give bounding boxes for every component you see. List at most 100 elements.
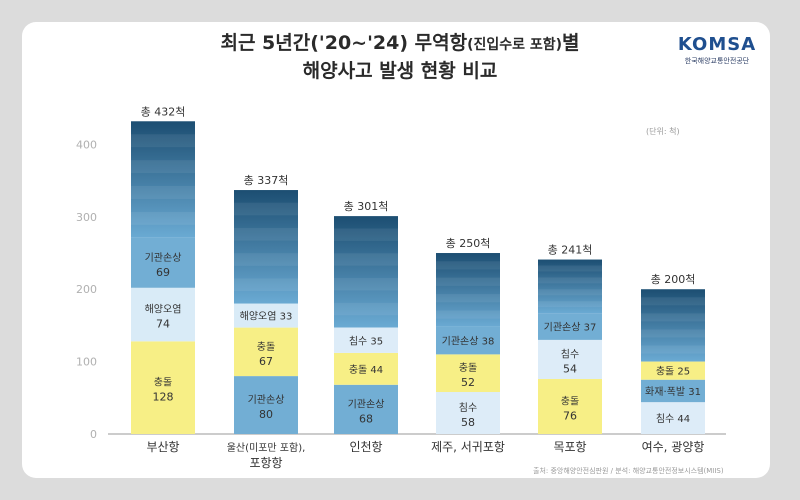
bar-stripe: [538, 265, 602, 272]
category-label: 목포항: [553, 440, 586, 454]
bar-group: 기관손상 68 충돌 44 침수 35 총 301척: [334, 200, 398, 434]
bar-segment-collision: [641, 361, 705, 380]
bar-stripe: [538, 301, 602, 308]
bar-segment-engine: [538, 313, 602, 340]
segment-label: 침수: [459, 402, 477, 414]
segment-label: 충돌: [561, 395, 579, 407]
bar-stripe: [641, 345, 705, 354]
segment-label: 기관손상: [348, 398, 385, 410]
segment-label: 충돌 44: [349, 364, 383, 376]
segment-label: 기관손상: [248, 394, 285, 406]
bar-segment-other: [538, 259, 602, 314]
bar-segment-other: [641, 289, 705, 362]
segment-value: 68: [359, 412, 373, 425]
bar-stripe: [234, 253, 298, 266]
bar-total-label: 총 200척: [651, 273, 696, 286]
segment-label: 충돌: [257, 341, 275, 353]
segment-value: 52: [461, 376, 475, 389]
bar-segment-collision: [131, 341, 195, 434]
logo-mark: KOMSA: [677, 34, 757, 55]
bar-stripe: [334, 302, 398, 316]
bar-segment-other: [234, 190, 298, 304]
bar-segment-collision: [334, 352, 398, 385]
segment-value: 80: [259, 408, 273, 421]
bar-segment-other: [334, 216, 398, 328]
source-note: 출처: 중앙해양안전심판원 / 분석: 해양교통안전정보시스템(MIIS): [533, 467, 724, 475]
bar-segment-collision: [234, 327, 298, 377]
bar-segment-pollution: [234, 303, 298, 328]
category-label: 인천항: [349, 439, 382, 454]
bar-stripe: [436, 310, 500, 319]
category-label: 부산항: [146, 440, 179, 454]
bar-total-label: 총 432척: [141, 105, 186, 118]
segment-value: 128: [153, 391, 174, 404]
segment-label: 침수: [561, 348, 579, 360]
bar-stripe: [538, 277, 602, 284]
bar-segment-flooding: [538, 339, 602, 379]
bar-stripe: [131, 186, 195, 199]
bar-segment-engine: [131, 237, 195, 288]
bar-segment-collision: [436, 354, 500, 393]
segment-label: 충돌: [459, 362, 477, 374]
segment-label: 기관손상 38: [442, 336, 495, 348]
segment-value: 58: [461, 416, 475, 429]
bar-segment-fire: [641, 379, 705, 403]
bar-total-label: 총 301척: [344, 200, 389, 213]
bar-segment-engine: [436, 326, 500, 355]
segment-value: 74: [156, 318, 170, 331]
bar-stripe: [334, 278, 398, 291]
bar-group: 기관손상 80 충돌 67 해양오염 33 총 337척: [234, 174, 298, 434]
category-label: 포항항: [249, 456, 282, 470]
segment-label: 해양오염 33: [240, 310, 293, 323]
logo-org-name: 한국해양교통안전공단: [684, 57, 750, 65]
bar-segment-collision: [538, 378, 602, 434]
bar-stripe: [538, 289, 602, 296]
y-tick-label: 200: [76, 283, 97, 296]
bar-total-label: 총 241척: [548, 244, 593, 257]
x-axis-labels: 부산항 울산(미포만 포함), 포항항 인천항 제주, 서귀포항 목포항 여수, 광양항: [146, 439, 704, 470]
bar-segment-other: [131, 121, 195, 238]
title-paren: (진입수로 포함): [467, 37, 563, 53]
bar-segment-flooding: [641, 402, 705, 434]
segment-label: 침수 44: [656, 413, 690, 425]
category-label: 제주, 서귀포항: [431, 440, 505, 454]
bar-stripe: [641, 329, 705, 338]
segment-label: 기관손상 37: [544, 322, 597, 334]
segment-label: 침수 35: [349, 335, 383, 347]
segment-label: 충돌: [154, 377, 172, 389]
segment-value: 76: [563, 409, 577, 422]
bar-stripe: [234, 202, 298, 216]
bar-segment-flooding: [436, 392, 500, 434]
bar-stripe: [234, 278, 298, 292]
bar-segment-engine: [234, 376, 298, 434]
bar-group: 침수 58 충돌 52 기관손상 38 총 250척: [436, 237, 500, 434]
bar-stripe: [436, 261, 500, 270]
segment-label: 화재·폭발 31: [645, 386, 701, 398]
bar-total-label: 총 337척: [244, 174, 289, 187]
bar-group: 충돌 128 해양오염 74 기관손상 69 총 432척: [131, 105, 195, 434]
bar-stripe: [436, 294, 500, 303]
segment-label: 해양오염: [145, 303, 182, 316]
chart-title: 최근 5년간('20~'24) 무역항(진입수로 포함)별 해양사고 발생 현황…: [0, 30, 800, 84]
segment-value: 69: [156, 266, 170, 279]
category-label: 울산(미포만 포함),: [227, 442, 306, 454]
bar-stripe: [131, 160, 195, 174]
unit-label: (단위: 척): [646, 127, 680, 136]
segment-value: 67: [259, 355, 273, 368]
title-end: 별: [562, 32, 580, 54]
bar-group: 침수 44 화재·폭발 31 충돌 25 총 200척: [641, 273, 705, 434]
segment-label: 충돌 25: [656, 366, 690, 378]
bar-segment-pollution: [131, 287, 195, 342]
komsa-logo: KOMSA 한국해양교통안전공단: [672, 34, 762, 66]
y-tick-label: 400: [76, 138, 97, 151]
y-tick-label: 0: [90, 428, 97, 441]
segment-label: 기관손상: [145, 252, 182, 264]
bar-stripe: [641, 313, 705, 322]
y-axis: 0 100 200 300 400: [76, 138, 726, 441]
bar-stripe: [641, 297, 705, 306]
category-label: 여수, 광양항: [642, 440, 705, 454]
title-line2: 해양사고 발생 현황 비교: [302, 60, 498, 82]
bar-segment-other: [436, 253, 500, 327]
bar-stripe: [334, 253, 398, 266]
